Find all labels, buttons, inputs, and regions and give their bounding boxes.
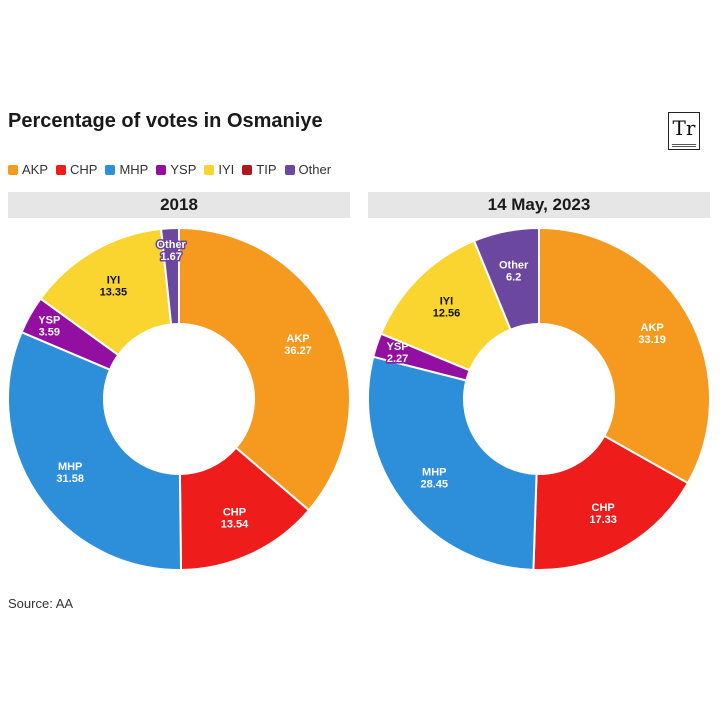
legend-swatch [156,164,167,175]
logo-mark: Tr [672,116,696,140]
legend-swatch [105,164,116,175]
donut-chart-2023: AKP 33.19 CHP 17.33 MHP 28.45 YSP 2.27 IYI 12.56 O… [367,226,711,571]
slice-mhp[interactable] [7,330,183,571]
slice-chp[interactable] [532,434,690,571]
slice-label-akp: AKP 36.27 [284,333,312,357]
donut-chart-2018: AKP 36.27 CHP 13.54 MHP 31.58 YSP 3.59 IYI 13.35 O… [7,226,351,572]
slice-label-other: Other 6.2 [499,259,529,283]
panel-header-2018: 2018 [8,192,350,218]
slice-value: 2.27 [387,353,408,365]
slice-akp[interactable] [538,226,711,485]
legend-label: MHP [119,162,149,177]
slice-label-akp: AKP 33.19 [638,322,666,346]
slice-name: Other [499,259,529,271]
legend-item-other[interactable]: Other [284,162,332,177]
slice-akp[interactable] [178,226,351,512]
slice-name: CHP [592,502,615,514]
slice-label-mhp: MHP 31.58 [56,461,84,485]
slice-value: 13.54 [221,519,249,531]
slice-label-other: Other 1.67 [157,239,187,263]
slice-label-chp: CHP 13.54 [221,507,249,531]
slice-value: 31.58 [56,473,84,485]
slice-value: 13.35 [100,287,128,299]
source-note: Source: AA [8,596,74,611]
slice-label-ysp: YSP 3.59 [38,315,60,339]
legend-item-tip[interactable]: TIP [242,162,277,177]
legend-label: IYI [218,162,235,177]
legend-label: YSP [170,162,197,177]
slice-value: 12.56 [433,307,461,319]
slice-name: IYI [440,295,453,307]
slice-label-iyi: IYI 13.35 [100,275,128,299]
slice-label-iyi: IYI 12.56 [433,295,461,319]
legend-swatch [56,164,67,175]
slice-label-ysp: YSP 2.27 [387,341,409,365]
slice-iyi[interactable] [39,227,173,357]
legend-label: AKP [22,162,49,177]
chart-title: Percentage of votes in Osmaniye [8,110,323,132]
slice-label-mhp: MHP 28.45 [421,467,449,491]
slice-chp[interactable] [178,446,311,572]
slice-value: 1.67 [160,251,181,263]
slice-value: 3.59 [39,327,60,339]
legend-item-chp[interactable]: CHP [56,162,97,177]
logo-tagline [670,144,698,147]
legend-swatch [8,164,18,175]
legend-item-mhp[interactable]: MHP [105,162,148,177]
panel-header-2023: 14 May, 2023 [368,192,710,218]
slice-name: CHP [223,507,246,519]
slice-other[interactable] [472,226,540,331]
slice-value: 6.2 [506,271,521,283]
legend-label: TIP [256,162,277,177]
slice-name: AKP [641,322,664,334]
slice-name: AKP [286,333,309,345]
slice-name: IYI [107,275,120,287]
legend-item-iyi[interactable]: IYI [204,162,234,177]
slice-value: 33.19 [638,334,666,346]
legend: AKP CHP MHP YSP IYI TIP Other [8,162,339,177]
legend-swatch [242,164,253,175]
slice-name: YSP [38,315,60,327]
legend-swatch [204,164,215,175]
slice-label-chp: CHP 17.33 [589,502,617,526]
legend-swatch [284,164,295,175]
slice-name: Other [157,239,187,251]
legend-item-ysp[interactable]: YSP [156,162,196,177]
slice-other[interactable] [159,226,180,326]
legend-label: CHP [70,162,98,177]
slice-value: 28.45 [421,479,449,491]
trt-logo: Tr [668,112,700,150]
slice-name: MHP [422,467,446,479]
legend-label: Other [298,162,332,177]
legend-item-akp[interactable]: AKP [8,162,48,177]
slice-mhp[interactable] [367,355,538,571]
slice-name: MHP [58,461,82,473]
slice-value: 36.27 [284,345,312,357]
slice-value: 17.33 [589,514,617,526]
